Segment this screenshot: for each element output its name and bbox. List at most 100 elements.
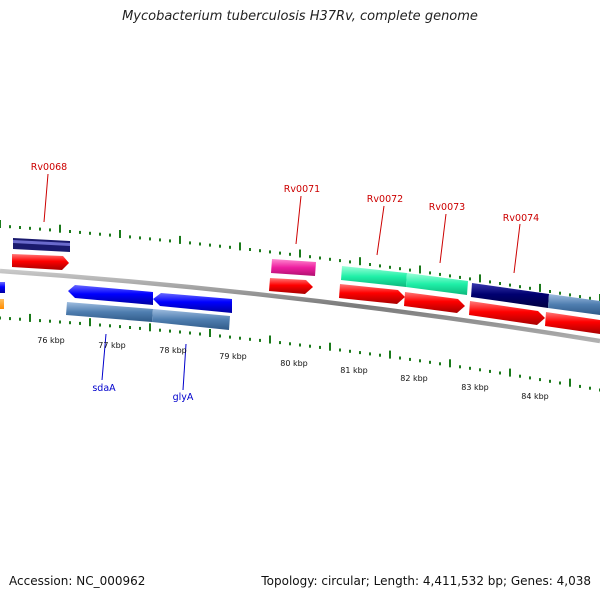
inner-major-tick bbox=[89, 318, 91, 327]
scale-labels: 76 kbp 77 kbp 78 kbp 79 kbp 80 kbp 81 kb… bbox=[37, 336, 549, 401]
outer-minor-tick bbox=[129, 235, 131, 239]
cds-rv0073[interactable] bbox=[404, 292, 465, 313]
outer-major-tick bbox=[59, 224, 61, 233]
cds-rv0074[interactable] bbox=[469, 301, 545, 325]
label-rv0072[interactable]: Rv0072 bbox=[367, 194, 403, 205]
inner-major-tick bbox=[209, 329, 211, 337]
outer-minor-tick bbox=[109, 233, 111, 237]
inner-minor-tick bbox=[459, 365, 461, 369]
feature-rv0073[interactable] bbox=[406, 273, 468, 295]
outer-major-tick bbox=[419, 265, 421, 274]
inner-minor-tick bbox=[489, 369, 491, 373]
feature-glyA-forward[interactable] bbox=[153, 293, 232, 313]
inner-minor-tick bbox=[249, 337, 251, 341]
inner-major-tick bbox=[269, 335, 271, 344]
scale-label-82kbp: 82 kbp bbox=[400, 374, 428, 383]
inner-minor-tick bbox=[289, 342, 291, 346]
feature-rv0071[interactable] bbox=[271, 259, 316, 276]
label-rv0074[interactable]: Rv0074 bbox=[503, 213, 539, 224]
feature-next-upper[interactable] bbox=[548, 294, 600, 315]
gene-sdaA[interactable] bbox=[66, 302, 153, 322]
leader-rv0068 bbox=[43, 173, 49, 223]
leader-rv0073 bbox=[439, 213, 447, 264]
inner-minor-tick bbox=[409, 357, 411, 361]
inner-major-tick bbox=[149, 323, 151, 332]
inner-minor-tick bbox=[439, 362, 441, 366]
inner-minor-tick bbox=[499, 371, 501, 375]
leader-sdaA bbox=[101, 333, 107, 381]
inner-minor-tick bbox=[279, 341, 281, 345]
inner-minor-tick bbox=[469, 366, 471, 370]
label-rv0071[interactable]: Rv0071 bbox=[284, 184, 320, 195]
scale-label-81kbp: 81 kbp bbox=[340, 366, 368, 375]
outer-minor-tick bbox=[529, 286, 531, 290]
inner-minor-tick bbox=[519, 374, 521, 378]
outer-minor-tick bbox=[259, 249, 261, 253]
feature-sdaA-forward[interactable] bbox=[68, 285, 153, 305]
feature-left-edge[interactable] bbox=[0, 282, 5, 293]
cds-rv0071[interactable] bbox=[269, 278, 313, 294]
inner-minor-tick bbox=[239, 336, 241, 340]
label-rv0068[interactable]: Rv0068 bbox=[31, 162, 67, 173]
scale-label-80kbp: 80 kbp bbox=[280, 359, 308, 368]
inner-minor-tick bbox=[399, 356, 401, 360]
inner-minor-tick bbox=[309, 344, 311, 348]
outer-minor-tick bbox=[159, 238, 161, 242]
outer-minor-tick bbox=[79, 230, 81, 234]
outer-minor-tick bbox=[199, 242, 201, 246]
inner-minor-tick bbox=[199, 332, 201, 336]
outer-minor-tick bbox=[429, 271, 431, 275]
label-sdaA[interactable]: sdaA bbox=[92, 383, 116, 394]
inner-minor-tick bbox=[349, 349, 351, 353]
accession-text: Accession: NC_000962 bbox=[9, 574, 146, 588]
feature-rv0072[interactable] bbox=[341, 266, 407, 287]
outer-minor-tick bbox=[99, 232, 101, 236]
inner-minor-tick bbox=[0, 316, 1, 320]
leader-rv0074 bbox=[513, 223, 521, 274]
gene-glyA[interactable] bbox=[152, 309, 230, 330]
inner-minor-tick bbox=[9, 317, 11, 321]
label-glyA[interactable]: glyA bbox=[173, 392, 194, 403]
feature-left-edge-orange[interactable] bbox=[0, 299, 4, 309]
inner-minor-tick bbox=[229, 335, 231, 339]
leader-glyA bbox=[182, 343, 187, 391]
feature-rv0074[interactable] bbox=[471, 283, 549, 308]
outer-minor-tick bbox=[519, 285, 521, 289]
outer-major-tick bbox=[359, 257, 361, 266]
outer-minor-tick bbox=[369, 263, 371, 266]
outer-minor-tick bbox=[449, 274, 451, 278]
inner-minor-tick bbox=[109, 324, 111, 328]
outer-minor-tick bbox=[39, 227, 41, 231]
inner-minor-tick bbox=[319, 345, 321, 349]
outer-major-tick bbox=[119, 230, 121, 238]
inner-minor-tick bbox=[119, 325, 121, 329]
leader-rv0072 bbox=[376, 205, 385, 256]
inner-minor-tick bbox=[419, 359, 421, 363]
label-leaders bbox=[43, 173, 521, 391]
outer-minor-tick bbox=[219, 244, 221, 248]
outer-minor-tick bbox=[549, 290, 551, 293]
inner-minor-tick bbox=[379, 353, 381, 357]
inner-minor-tick bbox=[299, 343, 301, 347]
inner-minor-tick bbox=[49, 319, 51, 323]
outer-minor-tick bbox=[139, 236, 141, 240]
inner-minor-tick bbox=[429, 360, 431, 364]
outer-minor-tick bbox=[589, 296, 591, 300]
inner-minor-tick bbox=[159, 328, 161, 332]
inner-minor-tick bbox=[169, 329, 171, 333]
outer-major-tick bbox=[539, 283, 541, 292]
outer-minor-tick bbox=[559, 291, 561, 295]
inner-minor-tick bbox=[129, 326, 131, 329]
scale-label-78kbp: 78 kbp bbox=[159, 346, 187, 355]
cds-next[interactable] bbox=[545, 312, 600, 334]
leader-rv0071 bbox=[295, 195, 302, 245]
genome-summary-text: Topology: circular; Length: 4,411,532 bp… bbox=[261, 574, 591, 588]
label-rv0073[interactable]: Rv0073 bbox=[429, 202, 465, 213]
feature-track-lower bbox=[0, 282, 232, 330]
cds-rv0072[interactable] bbox=[339, 284, 405, 304]
cds-rv0068[interactable] bbox=[12, 254, 69, 270]
outer-minor-tick bbox=[339, 259, 341, 263]
outer-minor-tick bbox=[509, 283, 511, 287]
outer-minor-tick bbox=[309, 255, 311, 259]
